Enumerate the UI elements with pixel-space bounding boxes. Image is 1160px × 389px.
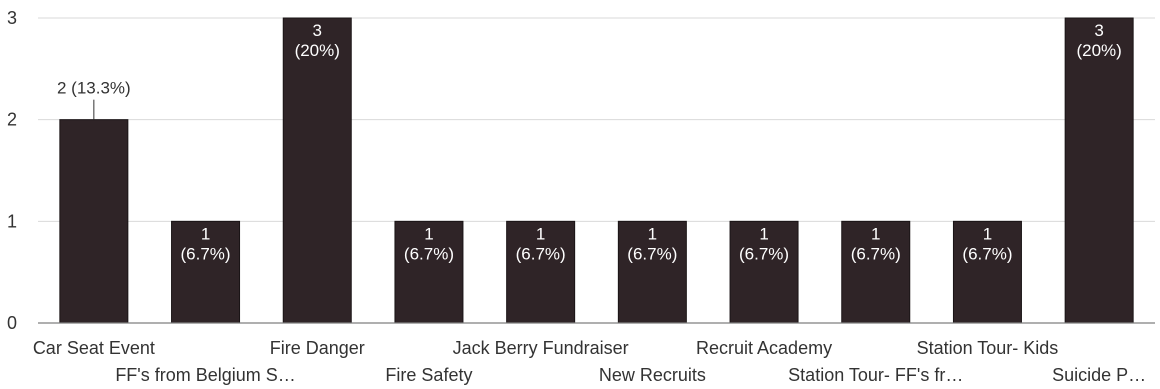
bar[interactable]: [394, 220, 464, 324]
y-tick-label: 2: [7, 110, 17, 130]
data-label: 1 (6.7%): [851, 224, 901, 263]
x-tick-label: Car Seat Event: [33, 338, 155, 358]
data-label: 1 (6.7%): [962, 224, 1012, 263]
y-tick-label: 0: [7, 313, 17, 333]
gridlines: [38, 17, 1155, 222]
y-tick-label: 3: [7, 8, 17, 28]
bar[interactable]: [506, 220, 576, 324]
data-label: 1 (6.7%): [404, 224, 454, 263]
x-tick-label: Recruit Academy: [696, 338, 832, 358]
data-label: 1 (6.7%): [739, 224, 789, 263]
data-label: 1 (6.7%): [181, 224, 231, 263]
data-label: 3 (20%): [1076, 21, 1121, 60]
x-tick-label: Station Tour- FF's fr…: [788, 365, 963, 385]
x-tick-label: Fire Safety: [385, 365, 472, 385]
x-tick-label: Suicide P…: [1052, 365, 1146, 385]
data-label: 1 (6.7%): [627, 224, 677, 263]
bars: [59, 17, 1134, 324]
y-tick-label: 1: [7, 211, 17, 231]
x-tick-label: FF's from Belgium S…: [115, 365, 295, 385]
data-label: 3 (20%): [295, 21, 340, 60]
data-label: 1 (6.7%): [516, 224, 566, 263]
data-labels: 2 (13.3%) 1 (6.7%) 3 (20%) 1 (6.7%) 1 (6.7%) 1 (6.…: [57, 21, 1122, 263]
bar[interactable]: [171, 220, 241, 324]
bar[interactable]: [59, 119, 129, 324]
data-label: 2 (13.3%): [57, 79, 131, 98]
x-axis-labels: Car Seat Event FF's from Belgium S… Fire D…: [33, 338, 1146, 385]
x-tick-label: Fire Danger: [270, 338, 365, 358]
x-tick-label: New Recruits: [599, 365, 706, 385]
bar[interactable]: [282, 17, 352, 324]
x-tick-label: Jack Berry Fundraiser: [453, 338, 629, 358]
bar[interactable]: [1064, 17, 1134, 324]
x-tick-label: Station Tour- Kids: [917, 338, 1059, 358]
bar[interactable]: [952, 220, 1022, 324]
y-axis-ticks: 0 1 2 3: [7, 8, 17, 333]
